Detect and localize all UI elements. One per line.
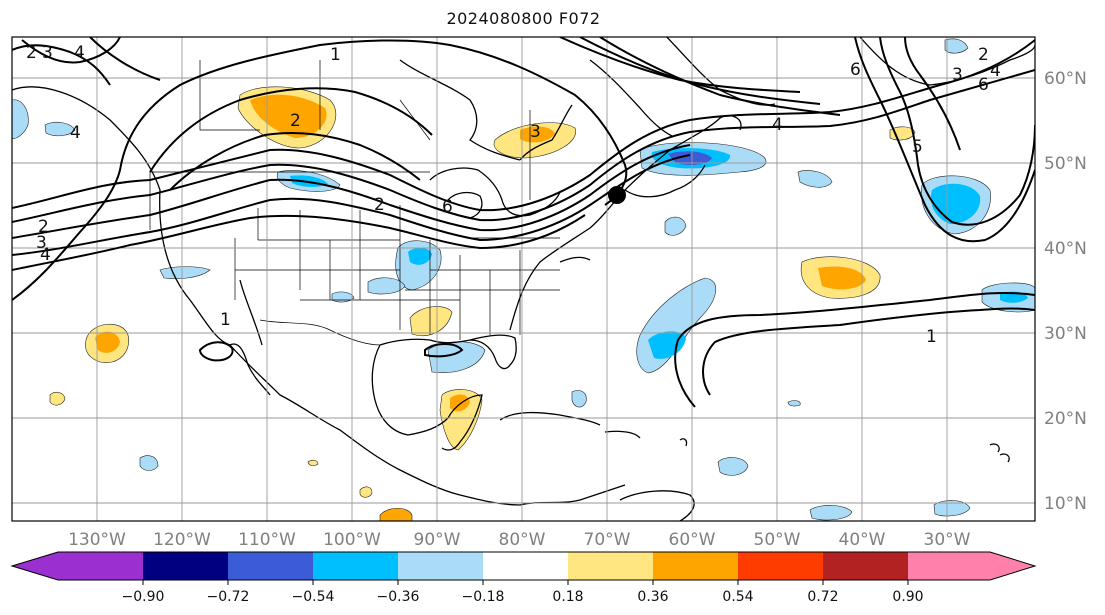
colorbar-swatch bbox=[568, 552, 653, 580]
colorbar-tick-label: −0.36 bbox=[377, 589, 420, 605]
colorbar-tick-label: 0.72 bbox=[807, 589, 838, 605]
map-panel bbox=[12, 37, 1035, 521]
contour-label: 2 bbox=[290, 111, 301, 131]
negative-anomalies bbox=[12, 38, 1035, 521]
colorbar-tick-label: 0.54 bbox=[722, 589, 753, 605]
lon-label: 70°W bbox=[584, 530, 631, 550]
colorbar-swatch bbox=[653, 552, 738, 580]
lon-label: 120°W bbox=[153, 530, 211, 550]
contour-label: 1 bbox=[926, 327, 937, 347]
colorbar-tick-label: −0.90 bbox=[122, 589, 165, 605]
colorbar-swatch bbox=[398, 552, 483, 580]
contour-label: 1 bbox=[330, 45, 341, 65]
colorbar-swatch bbox=[58, 552, 143, 580]
storm-center-marker bbox=[608, 186, 626, 204]
colorbar-swatch bbox=[12, 552, 58, 580]
colorbar-swatch bbox=[823, 552, 908, 580]
lat-label: 50°N bbox=[1044, 154, 1087, 174]
lat-label: 30°N bbox=[1044, 324, 1087, 344]
colorbar-swatch bbox=[228, 552, 313, 580]
lon-label: 40°W bbox=[839, 530, 886, 550]
colorbar-outline bbox=[10, 551, 1037, 581]
contour-label: 3 bbox=[952, 65, 963, 85]
colorbar-labels: −0.90 −0.72 −0.54 −0.36 −0.18 0.18 0.36 … bbox=[122, 589, 924, 605]
longitude-labels: 130°W 120°W 110°W 100°W 90°W 80°W 70°W 6… bbox=[68, 530, 971, 550]
positive-anomalies bbox=[49, 86, 916, 521]
contour-label: 6 bbox=[978, 75, 989, 95]
colorbar-swatch bbox=[143, 552, 228, 580]
map-title: 2024080800 F072 bbox=[446, 9, 601, 28]
contour-label: 4 bbox=[74, 43, 85, 63]
map-frame bbox=[11, 36, 1036, 522]
lat-label: 20°N bbox=[1044, 409, 1087, 429]
contour-label: 4 bbox=[990, 61, 1001, 81]
colorbar-swatch bbox=[313, 552, 398, 580]
colorbar-tick-label: −0.54 bbox=[292, 589, 335, 605]
contour-label: 4 bbox=[70, 123, 81, 143]
colorbar-tick-label: −0.72 bbox=[207, 589, 250, 605]
lon-label: 50°W bbox=[754, 530, 801, 550]
colorbar-ticks bbox=[142, 580, 909, 585]
contour-label: 4 bbox=[40, 245, 51, 265]
colorbar-swatch bbox=[908, 552, 990, 580]
anomaly-fills bbox=[12, 38, 1035, 521]
contour-label: 2 bbox=[978, 45, 989, 65]
lon-label: 100°W bbox=[323, 530, 381, 550]
colorbar-tick-label: −0.18 bbox=[462, 589, 505, 605]
contour-label: 2 bbox=[38, 217, 49, 237]
lon-label: 60°W bbox=[669, 530, 716, 550]
contour-label: 2 bbox=[374, 195, 385, 215]
contour-label: 6 bbox=[850, 60, 861, 80]
contour-label: 3 bbox=[42, 43, 53, 63]
contour-label: 3 bbox=[530, 122, 541, 142]
contour-labels: 2 3 4 1 2 3 4 6 3 2 4 2 6 4 3 2 1 5 6 4 … bbox=[26, 43, 1001, 347]
contour-label: 3 bbox=[36, 233, 47, 253]
lon-label: 110°W bbox=[238, 530, 296, 550]
contour-label: 1 bbox=[220, 310, 231, 330]
lon-label: 130°W bbox=[68, 530, 126, 550]
latitude-labels: 60°N 50°N 40°N 30°N 20°N 10°N bbox=[1044, 69, 1087, 514]
lat-label: 60°N bbox=[1044, 69, 1087, 89]
colorbar-swatch bbox=[990, 552, 1035, 580]
colorbar-tick-label: 0.18 bbox=[552, 589, 583, 605]
colorbar-swatch bbox=[483, 552, 568, 580]
lon-label: 30°W bbox=[924, 530, 971, 550]
colorbar-swatch bbox=[738, 552, 823, 580]
contour-label: 5 bbox=[912, 137, 923, 157]
lat-label: 40°N bbox=[1044, 239, 1087, 259]
colorbar-tick-label: 0.90 bbox=[892, 589, 923, 605]
lon-label: 90°W bbox=[414, 530, 461, 550]
lon-label: 80°W bbox=[499, 530, 546, 550]
graticule bbox=[12, 37, 1035, 521]
contour-label: 2 bbox=[26, 43, 37, 63]
contour-label: 4 bbox=[772, 115, 783, 135]
contour-lines bbox=[12, 37, 1035, 408]
colorbar-tick-label: 0.36 bbox=[637, 589, 668, 605]
lat-label: 10°N bbox=[1044, 494, 1087, 514]
colorbar bbox=[10, 551, 1037, 581]
contour-label: 6 bbox=[442, 197, 453, 217]
